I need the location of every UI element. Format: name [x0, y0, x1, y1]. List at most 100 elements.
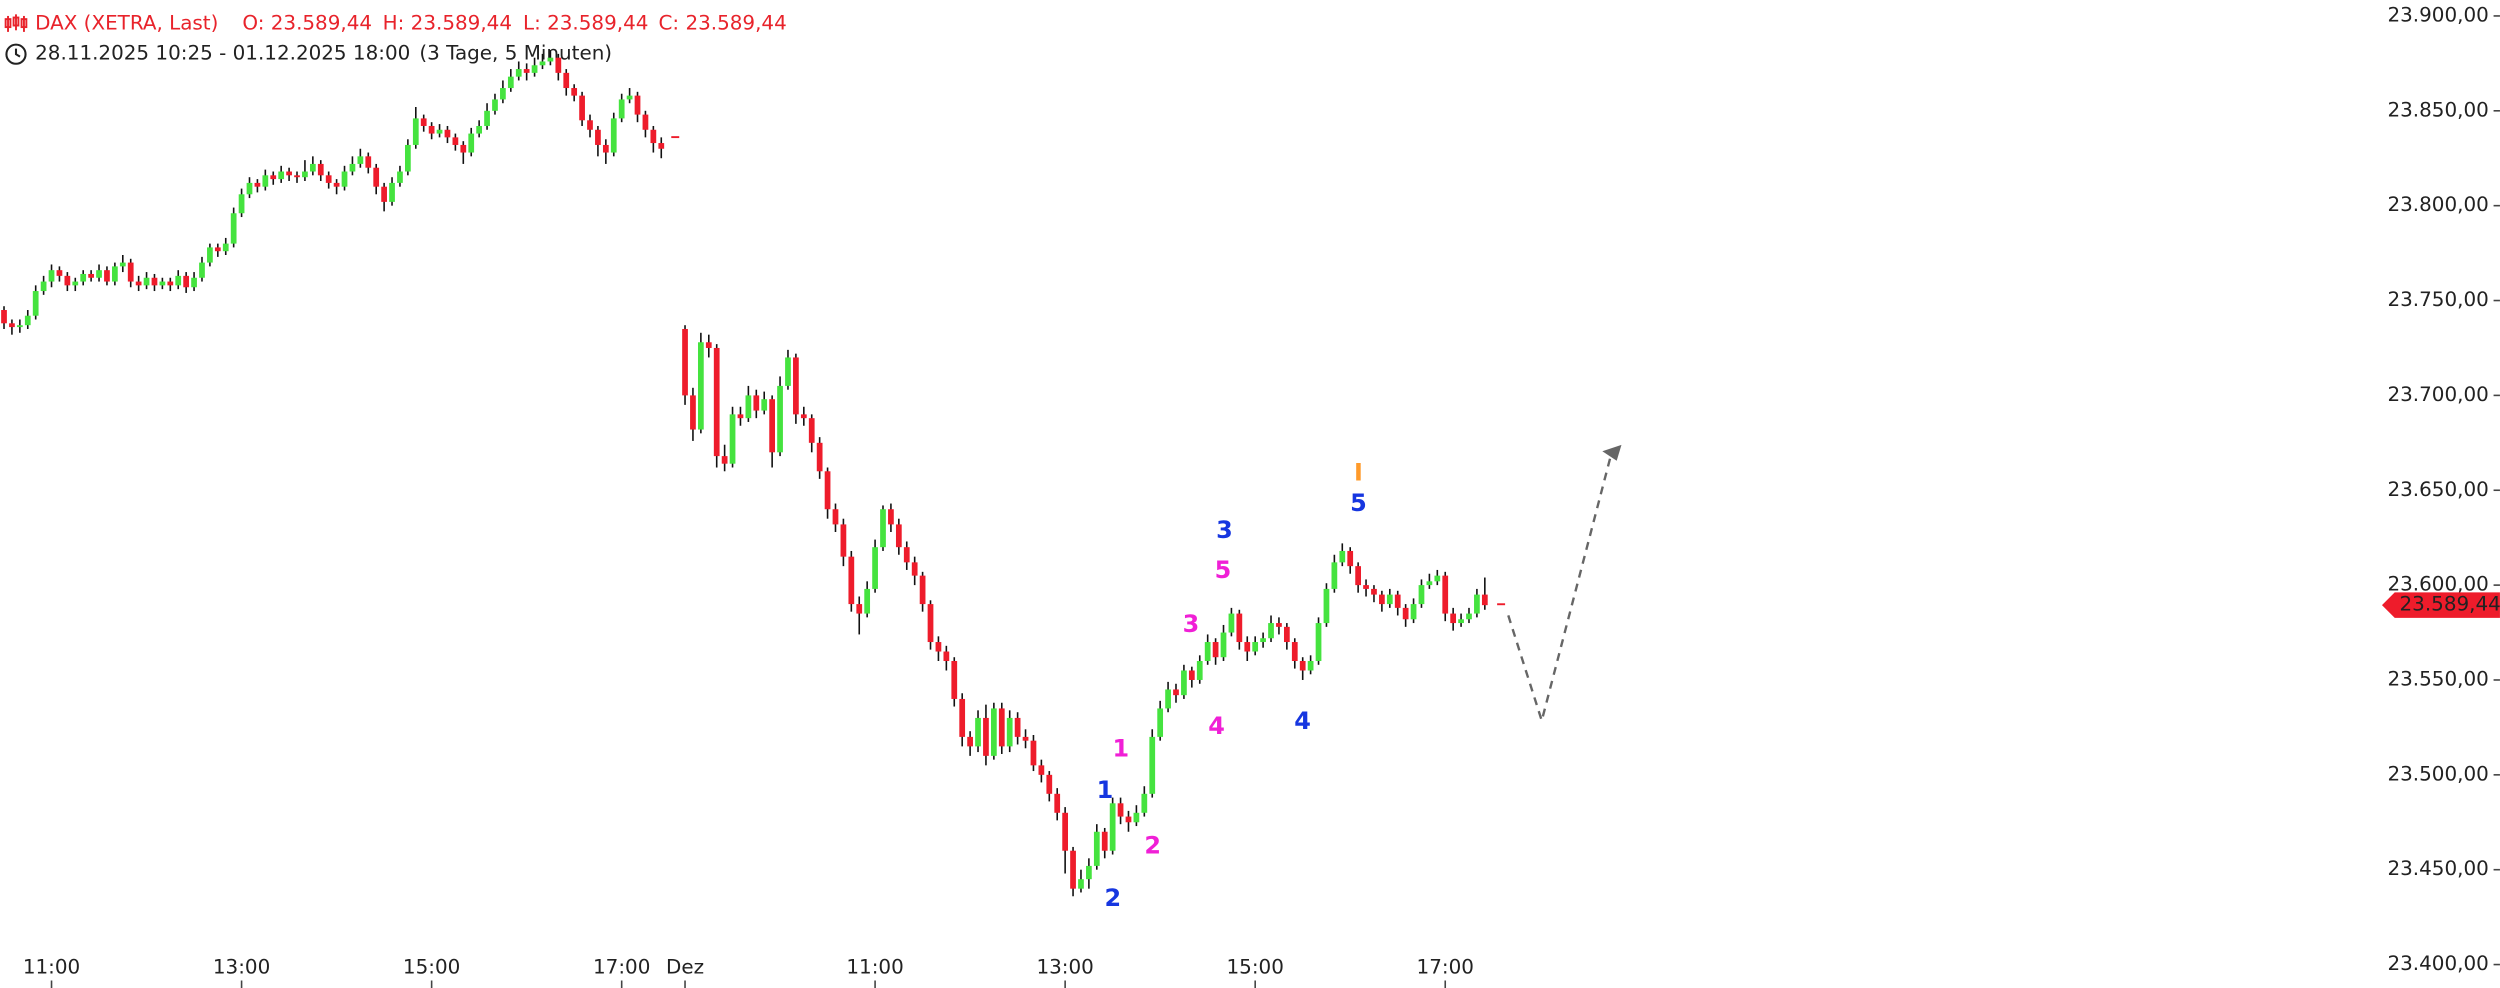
- candle-body: [1434, 575, 1441, 582]
- candle-body: [761, 399, 768, 411]
- candle-body: [151, 277, 158, 286]
- candle-body: [785, 357, 791, 386]
- instrument: DAX (XETRA, Last): [35, 11, 218, 34]
- candle-body: [705, 342, 712, 348]
- candle-body: [919, 575, 926, 605]
- candle-body: [1022, 736, 1029, 741]
- candle-body: [697, 342, 704, 430]
- x-tick-label: 17:00: [1417, 955, 1474, 978]
- candle-body: [262, 175, 269, 187]
- candle-body: [112, 266, 118, 282]
- candle-body: [214, 247, 221, 252]
- y-tick-label: 23.900,00: [2387, 3, 2488, 26]
- candle-body: [1299, 661, 1306, 671]
- candle-body: [690, 395, 696, 430]
- candle-body: [199, 262, 205, 278]
- candle-body: [943, 651, 950, 662]
- candle-body: [745, 395, 752, 419]
- candle-body: [998, 708, 1005, 747]
- candle-body: [1078, 879, 1084, 889]
- candle-body: [32, 291, 39, 316]
- candle-body: [222, 243, 229, 252]
- candle-body: [927, 604, 934, 643]
- candle-body: [1093, 831, 1100, 866]
- candle-body: [935, 642, 942, 652]
- candle-body: [127, 262, 134, 282]
- candle-body: [1109, 803, 1116, 851]
- candle-body: [539, 61, 546, 66]
- candle-body: [436, 129, 443, 134]
- candle-body: [484, 110, 490, 126]
- x-tick-label: 11:00: [23, 955, 80, 978]
- candle-body: [1252, 642, 1259, 652]
- wave-label: 1: [1097, 776, 1114, 804]
- candle-body: [848, 556, 855, 605]
- candle-body: [856, 604, 863, 614]
- candle-body: [642, 114, 649, 130]
- candle-body: [9, 323, 15, 328]
- candle-body: [64, 275, 71, 286]
- candle-body: [1466, 613, 1472, 620]
- candle-body: [840, 524, 847, 557]
- wave-label: 4: [1208, 712, 1225, 740]
- candle-body: [349, 163, 356, 172]
- candle-body: [1006, 717, 1013, 747]
- candle-body: [1276, 623, 1282, 627]
- y-tick-label: 23.450,00: [2387, 857, 2488, 880]
- candle-body: [207, 247, 213, 263]
- candle-body: [610, 118, 617, 153]
- candle-body: [1291, 642, 1298, 662]
- candle-body: [143, 277, 150, 286]
- candle-body: [48, 270, 55, 282]
- candle-body: [1117, 803, 1124, 817]
- y-tick-label: 23.750,00: [2387, 288, 2488, 311]
- candle-body: [238, 194, 245, 214]
- price-tag-label: 23.589,44: [2400, 593, 2500, 616]
- x-tick-label: 11:00: [846, 955, 903, 978]
- candle-body: [967, 736, 973, 747]
- candle-body: [769, 399, 776, 453]
- candle-body: [555, 57, 562, 73]
- date-range: 28.11.2025 10:25 - 01.12.2025 18:00: [35, 42, 410, 65]
- x-tick-label: 13:00: [213, 955, 270, 978]
- candle-body: [357, 156, 364, 164]
- candle-body: [333, 182, 340, 187]
- candle-body: [1228, 613, 1235, 633]
- candle-body: [412, 118, 419, 145]
- price-tag: [2381, 592, 2500, 618]
- candle-body: [523, 69, 530, 73]
- candle-body: [888, 509, 894, 525]
- candle-body: [1379, 594, 1385, 605]
- candle-body: [1339, 550, 1346, 563]
- candle-body: [1323, 588, 1330, 624]
- candle-body: [563, 72, 570, 89]
- candle-body: [682, 328, 688, 396]
- candle-body: [286, 171, 292, 176]
- wave-label: 5: [1215, 556, 1232, 584]
- y-tick-label: 23.650,00: [2387, 478, 2488, 501]
- candle-body: [1220, 632, 1227, 658]
- candle-body: [1149, 736, 1156, 794]
- candle-body: [895, 524, 902, 548]
- candle-body: [325, 175, 332, 183]
- ohlc-high: H: 23.589,44: [383, 11, 512, 34]
- candle-body: [864, 588, 871, 614]
- candle-body: [1283, 626, 1290, 643]
- wave-label: 2: [1144, 832, 1161, 860]
- candle-body: [1196, 661, 1203, 680]
- candle-body: [880, 509, 886, 548]
- candle-body: [1046, 774, 1053, 794]
- ohlc-open: O: 23.589,44: [242, 11, 372, 34]
- candle-body: [460, 144, 467, 153]
- candle-body: [1133, 812, 1140, 823]
- candle-body: [1355, 566, 1361, 586]
- candle-body: [1442, 575, 1449, 614]
- candle-body: [1244, 642, 1251, 652]
- candle-body: [1086, 865, 1092, 880]
- candle-body: [1410, 604, 1417, 620]
- candle-body: [1260, 638, 1266, 643]
- candle-body: [159, 281, 166, 286]
- y-tick-label: 23.400,00: [2387, 952, 2488, 975]
- candle-body: [444, 129, 451, 138]
